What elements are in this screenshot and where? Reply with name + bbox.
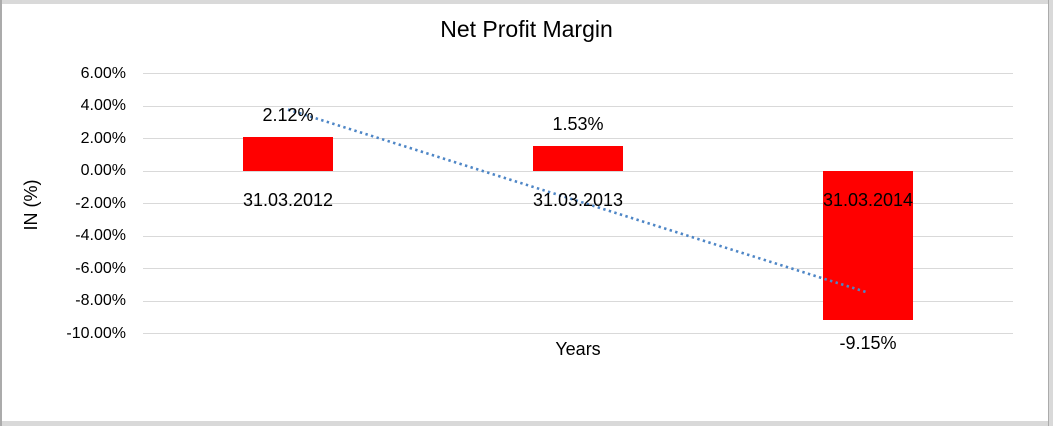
y-tick-label--4.00%: -4.00% [75,227,126,245]
y-axis-title: IN (%) [21,179,41,231]
gridline-4.00% [143,105,1013,107]
frame-right-border [1048,0,1053,426]
gridline--8.00% [143,300,1013,302]
frame-bottom-strip [0,421,1053,426]
bar-31.03.2012 [243,136,333,172]
y-tick-label-6.00%: 6.00% [80,64,126,82]
gridline--10.00% [143,333,1013,335]
chart-title: Net Profit Margin [440,16,613,42]
data-label-1.53%: 1.53% [552,114,604,135]
frame-left-border [0,0,2,426]
bar-31.03.2013 [533,146,623,172]
y-tick-label--8.00%: -8.00% [75,292,126,310]
y-tick-label-0.00%: 0.00% [80,162,126,180]
category-label-31.03.2014: 31.03.2014 [822,190,914,210]
data-label--9.15%: -9.15% [839,332,897,353]
category-label-31.03.2012: 31.03.2012 [242,190,334,210]
y-tick-label--10.00%: -10.00% [66,324,126,342]
frame-top-strip [0,0,1053,4]
data-label-2.12%: 2.12% [262,104,314,125]
y-tick-label-2.00%: 2.00% [80,129,126,147]
y-tick-label--6.00%: -6.00% [75,259,126,277]
x-axis-title: Years [555,339,601,359]
category-label-31.03.2013: 31.03.2013 [532,190,624,210]
y-tick-label-4.00%: 4.00% [80,97,126,115]
gridline-6.00% [143,73,1013,75]
y-tick-label--2.00%: -2.00% [75,194,126,212]
